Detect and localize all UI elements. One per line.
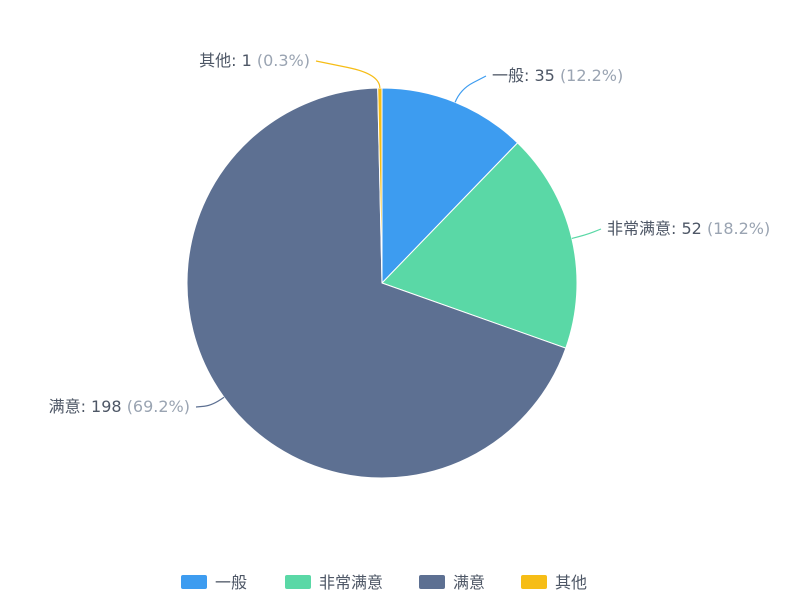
legend-swatch xyxy=(521,575,547,589)
pie-slices xyxy=(186,87,578,479)
slice-label-name-value: 满意: 198 xyxy=(49,397,127,416)
leader-line-2 xyxy=(195,396,225,408)
leader-line-3 xyxy=(315,60,381,89)
pie-slice-2[interactable] xyxy=(186,87,567,479)
legend-item-2[interactable]: 满意 xyxy=(419,573,485,592)
legend-label: 其他 xyxy=(555,573,587,592)
slice-label-3: 其他: 1 (0.3%) xyxy=(199,51,310,70)
slice-label-name-value: 一般: 35 xyxy=(492,66,560,85)
slice-label-0: 一般: 35 (12.2%) xyxy=(492,66,623,85)
legend-item-0[interactable]: 一般 xyxy=(181,573,247,592)
legend-label: 满意 xyxy=(453,573,485,592)
legend-item-1[interactable]: 非常满意 xyxy=(285,573,383,592)
legend-label: 非常满意 xyxy=(319,573,383,592)
slice-label-2: 满意: 198 (69.2%) xyxy=(49,397,190,416)
legend-item-3[interactable]: 其他 xyxy=(521,573,587,592)
leader-line-0 xyxy=(454,75,487,103)
slice-label-percent: (69.2%) xyxy=(127,397,190,416)
slice-label-percent: (12.2%) xyxy=(560,66,623,85)
legend-swatch xyxy=(285,575,311,589)
slice-label-1: 非常满意: 52 (18.2%) xyxy=(607,219,770,238)
slice-label-name-value: 其他: 1 xyxy=(199,51,257,70)
legend-swatch xyxy=(419,575,445,589)
pie-slice-1[interactable] xyxy=(381,142,578,349)
slice-label-percent: (0.3%) xyxy=(257,51,310,70)
slice-label-percent: (18.2%) xyxy=(707,219,770,238)
pie-leader-lines xyxy=(195,60,602,408)
legend-label: 一般 xyxy=(215,573,247,592)
slice-label-name-value: 非常满意: 52 xyxy=(607,219,707,238)
legend[interactable]: 一般 非常满意 满意 其他 xyxy=(181,573,587,592)
pie-labels: 一般: 35 (12.2%) 非常满意: 52 (18.2%) 满意: 198 (6… xyxy=(49,51,771,416)
pie-slice-0[interactable] xyxy=(381,87,519,285)
legend-swatch xyxy=(181,575,207,589)
pie-slice-3[interactable] xyxy=(377,87,383,284)
leader-line-1 xyxy=(571,228,602,240)
